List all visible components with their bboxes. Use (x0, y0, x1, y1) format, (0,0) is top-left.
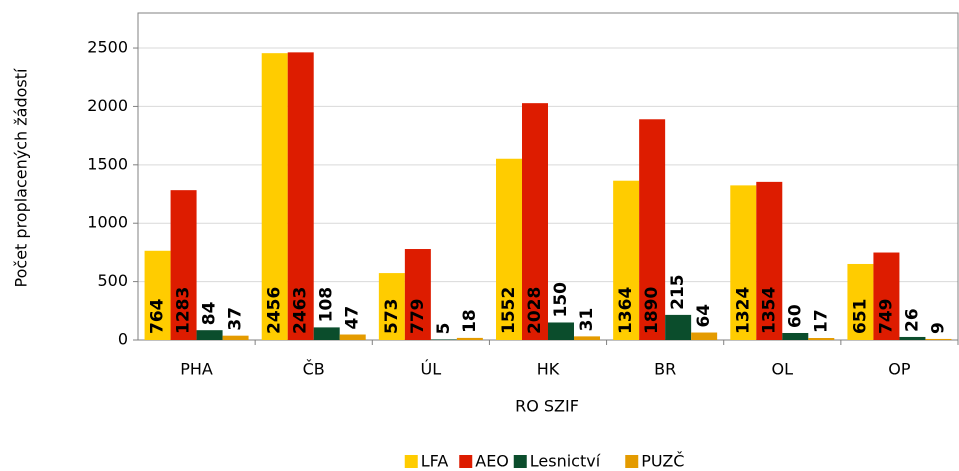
legend-swatch (513, 455, 527, 468)
value-label: 2456 (265, 287, 285, 334)
value-label: 31 (577, 308, 597, 332)
legend-label: AEO (475, 452, 509, 471)
value-label: 651 (850, 299, 870, 335)
value-label: 150 (551, 282, 571, 318)
x-tick-label: PHA (180, 360, 213, 379)
bar (496, 158, 522, 340)
x-tick-label: OL (772, 360, 794, 379)
y-tick-label: 2500 (87, 38, 128, 57)
value-label: 37 (226, 307, 246, 331)
value-label: 17 (811, 309, 831, 333)
bar (313, 327, 340, 340)
bar (756, 181, 783, 340)
value-label: 9 (928, 322, 948, 334)
bar (430, 339, 457, 340)
value-label: 749 (876, 299, 896, 335)
bar (261, 53, 288, 340)
bar (522, 103, 548, 340)
legend-swatch (625, 455, 639, 468)
bar (196, 330, 223, 340)
value-label: 2028 (525, 287, 545, 334)
bar (404, 249, 431, 340)
bar (873, 252, 900, 340)
legend-swatch (459, 455, 473, 468)
value-label: 26 (902, 308, 922, 332)
value-label: 1324 (733, 287, 753, 334)
bar (782, 332, 809, 340)
value-label: 64 (694, 304, 714, 328)
value-label: 84 (200, 301, 220, 325)
bar (574, 336, 600, 340)
value-label: 1364 (616, 287, 636, 334)
y-axis-title: Počet proplacených žádostí (12, 68, 31, 287)
value-label: 47 (343, 306, 363, 330)
value-label: 5 (434, 323, 454, 335)
bar (691, 332, 718, 340)
x-tick-label: BR (654, 360, 676, 379)
value-label: 1890 (642, 287, 662, 334)
y-tick-label: 0 (118, 330, 128, 349)
y-tick-label: 1000 (87, 213, 128, 232)
bar (847, 263, 874, 340)
value-label: 60 (785, 304, 805, 328)
bar (378, 273, 405, 340)
x-tick-label: OP (888, 360, 911, 379)
bar (665, 314, 692, 340)
value-label: 573 (382, 299, 402, 335)
bar (170, 190, 197, 340)
legend-label: PUZČ (641, 452, 684, 471)
bar (639, 119, 666, 341)
value-label: 215 (668, 274, 688, 310)
legend-swatch (404, 455, 418, 468)
x-tick-label: ÚL (421, 360, 442, 379)
value-label: 2463 (291, 287, 311, 334)
y-tick-label: 500 (97, 271, 128, 290)
bar (456, 337, 483, 340)
bar (144, 250, 171, 340)
bar (925, 338, 952, 340)
value-label: 1552 (499, 287, 519, 334)
value-label: 1283 (174, 287, 194, 334)
value-label: 108 (317, 287, 337, 323)
x-tick-label: ČB (303, 360, 325, 379)
value-label: 1354 (759, 287, 779, 334)
value-label: 764 (148, 298, 168, 334)
bar (339, 334, 366, 340)
y-tick-label: 2000 (87, 96, 128, 115)
legend-label: LFA (421, 452, 449, 471)
bar (730, 185, 757, 340)
x-axis-title: RO SZIF (515, 397, 579, 416)
legend-label: Lesnictví (530, 452, 601, 471)
bar (287, 52, 314, 341)
bar (613, 180, 640, 340)
bar (808, 338, 835, 340)
x-tick-label: HK (537, 360, 560, 379)
value-label: 779 (408, 299, 428, 335)
y-tick-label: 1500 (87, 154, 128, 173)
value-label: 18 (460, 309, 480, 333)
bar (899, 336, 926, 340)
bar (548, 322, 574, 340)
bar (222, 335, 249, 340)
